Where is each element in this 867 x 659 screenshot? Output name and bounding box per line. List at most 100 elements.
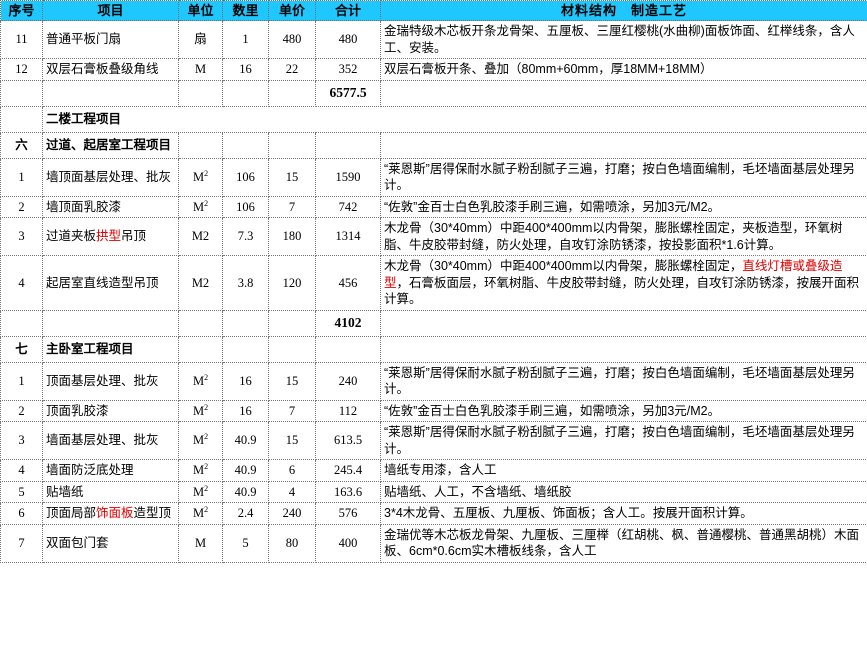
header-row: 序号 项目 单位 数里 单价 合计 材料结构 制造工艺: [0, 0, 867, 22]
floor-row-no: [0, 105, 43, 133]
row-unit-price: 7: [268, 399, 316, 423]
row-quantity: 106: [222, 195, 269, 219]
row-material-description: “莱恩斯”居得保耐水腻子粉刮腻子三遍，打磨；按白色墙面编制，毛坯墙面基层处理另计…: [380, 361, 867, 401]
row-item-name: 顶面乳胶漆: [42, 399, 179, 423]
row-unit: M2: [178, 399, 223, 423]
row-unit-price: 80: [268, 523, 316, 563]
group-price: [268, 335, 316, 363]
subtotal-amount: 4102: [315, 309, 381, 337]
row-unit-price: 15: [268, 157, 316, 197]
row-quantity: 40.9: [222, 421, 269, 461]
column-header-unit: 单位: [178, 0, 223, 22]
row-quantity: 5: [222, 523, 269, 563]
row-unit-price: 4: [268, 480, 316, 504]
subtotal-price: [268, 309, 316, 337]
row-unit: M2: [178, 195, 223, 219]
subtotal-item: [42, 79, 179, 107]
column-header-no: 序号: [0, 0, 43, 22]
row-total: 352: [315, 58, 381, 81]
subtotal-material: [380, 309, 867, 337]
row-total: 163.6: [315, 480, 381, 504]
row-material-description: “佐敦”金百士白色乳胶漆手刷三遍，如需喷涂，另加3元/M2。: [380, 195, 867, 219]
group-material: [380, 131, 867, 159]
row-unit-price: 120: [268, 255, 316, 311]
unit-superscript: 2: [204, 168, 209, 178]
floor-section-row: 二楼工程项目: [0, 105, 867, 133]
column-header-material: 材料结构 制造工艺: [380, 0, 867, 22]
row-quantity: 40.9: [222, 480, 269, 504]
highlighted-text: 直线灯槽或叠级造型: [384, 259, 843, 290]
table-row: 2 顶面乳胶漆 M2 16 7 112 “佐敦”金百士白色乳胶漆手刷三遍，如需喷涂，另加3元…: [0, 399, 867, 423]
group-title: 过道、起居室工程项目: [42, 131, 179, 159]
group-sum: [315, 131, 381, 159]
table-row: 11 普通平板门扇扇 1 480 480 金瑞特级木芯板开条龙骨架、五厘板、三厘红樱桃(水…: [0, 20, 867, 60]
row-unit: M2: [178, 459, 223, 482]
column-header-price: 单价: [268, 0, 316, 22]
row-number: 5: [0, 480, 43, 504]
row-unit: M2: [178, 157, 223, 197]
row-unit: M2: [178, 361, 223, 401]
group-number: 七: [0, 335, 43, 363]
row-quantity: 16: [222, 361, 269, 401]
row-unit-price: 22: [268, 58, 316, 81]
group-price: [268, 131, 316, 159]
row-unit-price: 7: [268, 195, 316, 219]
unit-superscript: 2: [204, 462, 209, 471]
row-number: 11: [0, 20, 43, 60]
column-header-qty: 数里: [222, 0, 269, 22]
row-unit-price: 6: [268, 459, 316, 482]
row-quantity: 106: [222, 157, 269, 197]
subtotal-row: 6577.5: [0, 79, 867, 107]
row-number: 6: [0, 502, 43, 525]
unit-superscript: 2: [204, 198, 209, 208]
group-material: [380, 335, 867, 363]
row-unit: 扇: [178, 20, 223, 60]
row-total: 1590: [315, 157, 381, 197]
row-quantity: 3.8: [222, 255, 269, 311]
row-total: 456: [315, 255, 381, 311]
row-unit: M2: [178, 421, 223, 461]
row-material-description: “莱恩斯”居得保耐水腻子粉刮腻子三遍，打磨；按白色墙面编制，毛坯墙面基层处理另计…: [380, 157, 867, 197]
subtotal-qty: [222, 309, 269, 337]
row-unit-price: 180: [268, 217, 316, 257]
row-material-description: 金瑞特级木芯板开条龙骨架、五厘板、三厘红樱桃(水曲柳)面板饰面、红榉线条，含人工…: [380, 20, 867, 60]
table-row: 2 墙顶面乳胶漆 M2 106 7 742 “佐敦”金百士白色乳胶漆手刷三遍，如需喷涂，另加…: [0, 195, 867, 219]
table-body: 11 普通平板门扇扇 1 480 480 金瑞特级木芯板开条龙骨架、五厘板、三厘红樱桃(水…: [0, 20, 867, 563]
row-unit: M2: [178, 217, 223, 257]
unit-superscript: 2: [204, 432, 209, 442]
row-item-name: 墙顶面乳胶漆: [42, 195, 179, 219]
group-qty: [222, 335, 269, 363]
row-number: 1: [0, 361, 43, 401]
row-material-description: 金瑞优等木芯板龙骨架、九厘板、三厘榉（红胡桃、枫、普通樱桃、普通黑胡桃）木面板、…: [380, 523, 867, 563]
row-item-name: 墙面基层处理、批灰: [42, 421, 179, 461]
row-quantity: 16: [222, 58, 269, 81]
row-material-description: 贴墙纸、人工，不含墙纸、墙纸胶: [380, 480, 867, 504]
row-quantity: 40.9: [222, 459, 269, 482]
row-number: 2: [0, 399, 43, 423]
row-unit-price: 240: [268, 502, 316, 525]
row-total: 613.5: [315, 421, 381, 461]
subtotal-price: [268, 79, 316, 107]
row-item-name: 贴墙纸: [42, 480, 179, 504]
group-title: 主卧室工程项目: [42, 335, 179, 363]
group-section-row: 六过道、起居室工程项目: [0, 131, 867, 159]
row-quantity: 16: [222, 399, 269, 423]
row-material-description: 3*4木龙骨、五厘板、九厘板、饰面板；含人工。按展开面积计算。: [380, 502, 867, 525]
row-number: 4: [0, 459, 43, 482]
row-material-description: “佐敦”金百士白色乳胶漆手刷三遍，如需喷涂，另加3元/M2。: [380, 399, 867, 423]
table-row: 4 墙面防泛底处理 M2 40.9 6 245.4 墙纸专用漆，含人工: [0, 459, 867, 482]
row-quantity: 2.4: [222, 502, 269, 525]
row-total: 742: [315, 195, 381, 219]
table-header: 序号 项目 单位 数里 单价 合计 材料结构 制造工艺: [0, 0, 867, 22]
row-item-name: 起居室直线造型吊顶: [42, 255, 179, 311]
subtotal-amount: 6577.5: [315, 79, 381, 107]
row-number: 7: [0, 523, 43, 563]
row-total: 480: [315, 20, 381, 60]
subtotal-no: [0, 79, 43, 107]
quotation-table: 序号 项目 单位 数里 单价 合计 材料结构 制造工艺 11 普通平板门扇扇 1 48…: [0, 0, 867, 563]
row-number: 12: [0, 58, 43, 81]
row-unit: M: [178, 523, 223, 563]
row-item-name: 顶面局部饰面板造型顶: [42, 502, 179, 525]
row-material-description: “莱恩斯”居得保耐水腻子粉刮腻子三遍，打磨；按白色墙面编制，毛坯墙面基层处理另计…: [380, 421, 867, 461]
row-item-name: 双层石膏板叠级角线: [42, 58, 179, 81]
